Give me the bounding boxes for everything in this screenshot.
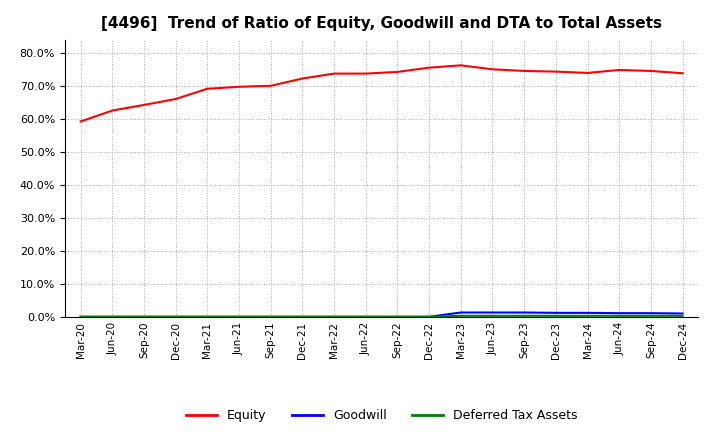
Deferred Tax Assets [583, 313, 592, 319]
Deferred Tax Assets [76, 314, 85, 319]
Title: [4496]  Trend of Ratio of Equity, Goodwill and DTA to Total Assets: [4496] Trend of Ratio of Equity, Goodwil… [101, 16, 662, 32]
Legend: Equity, Goodwill, Deferred Tax Assets: Equity, Goodwill, Deferred Tax Assets [181, 404, 582, 427]
Deferred Tax Assets [171, 314, 180, 319]
Equity [171, 96, 180, 102]
Deferred Tax Assets [456, 313, 465, 319]
Goodwill [140, 314, 148, 319]
Deferred Tax Assets [235, 314, 243, 319]
Goodwill [456, 310, 465, 315]
Goodwill [108, 314, 117, 319]
Equity [76, 119, 85, 124]
Line: Equity: Equity [81, 65, 683, 121]
Goodwill [425, 314, 433, 319]
Goodwill [298, 314, 307, 319]
Goodwill [203, 314, 212, 319]
Equity [678, 70, 687, 76]
Goodwill [330, 314, 338, 319]
Deferred Tax Assets [203, 314, 212, 319]
Goodwill [647, 311, 655, 316]
Deferred Tax Assets [520, 313, 528, 319]
Deferred Tax Assets [330, 314, 338, 319]
Equity [647, 68, 655, 73]
Deferred Tax Assets [488, 313, 497, 319]
Equity [520, 68, 528, 73]
Equity [108, 108, 117, 113]
Equity [361, 71, 370, 76]
Equity [298, 76, 307, 81]
Line: Deferred Tax Assets: Deferred Tax Assets [81, 316, 683, 317]
Deferred Tax Assets [393, 314, 402, 319]
Deferred Tax Assets [615, 313, 624, 319]
Deferred Tax Assets [647, 313, 655, 319]
Equity [456, 62, 465, 68]
Equity [140, 102, 148, 107]
Deferred Tax Assets [298, 314, 307, 319]
Goodwill [393, 314, 402, 319]
Deferred Tax Assets [425, 314, 433, 319]
Equity [235, 84, 243, 89]
Equity [203, 86, 212, 92]
Goodwill [552, 310, 560, 315]
Line: Goodwill: Goodwill [81, 312, 683, 317]
Deferred Tax Assets [266, 314, 275, 319]
Deferred Tax Assets [552, 313, 560, 319]
Equity [393, 69, 402, 74]
Goodwill [171, 314, 180, 319]
Equity [583, 70, 592, 76]
Equity [330, 71, 338, 76]
Deferred Tax Assets [140, 314, 148, 319]
Equity [425, 65, 433, 70]
Deferred Tax Assets [108, 314, 117, 319]
Equity [615, 67, 624, 73]
Goodwill [583, 310, 592, 315]
Goodwill [361, 314, 370, 319]
Goodwill [615, 311, 624, 316]
Deferred Tax Assets [361, 314, 370, 319]
Equity [266, 83, 275, 88]
Goodwill [488, 310, 497, 315]
Goodwill [235, 314, 243, 319]
Goodwill [266, 314, 275, 319]
Goodwill [520, 310, 528, 315]
Equity [488, 66, 497, 72]
Goodwill [678, 311, 687, 316]
Equity [552, 69, 560, 74]
Deferred Tax Assets [678, 313, 687, 319]
Goodwill [76, 314, 85, 319]
